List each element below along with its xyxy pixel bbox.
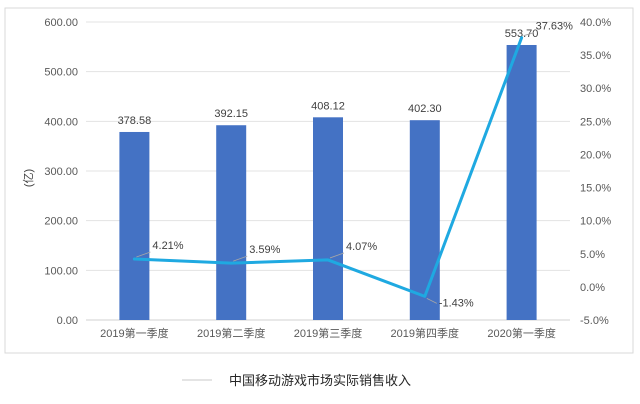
category-label: 2019第三季度 bbox=[294, 326, 362, 340]
left-tick-label: 300.00 bbox=[44, 166, 78, 178]
bar bbox=[506, 44, 537, 320]
line-value-label: 37.63% bbox=[536, 21, 574, 33]
right-tick-label: -5.0% bbox=[580, 315, 609, 327]
chart-title: 中国移动游戏市场实际销售收入 bbox=[229, 373, 411, 389]
right-tick-label: 25.0% bbox=[580, 116, 611, 128]
line-value-labels: 4.21% 3.59% 4.07% -1.43% 37.63% bbox=[136, 21, 574, 309]
category-axis-labels: 2019第一季度 2019第二季度 2019第三季度 2019第四季度 2020第一季度 bbox=[100, 326, 556, 340]
line-value-label: 4.21% bbox=[152, 240, 183, 252]
growth-line bbox=[132, 36, 524, 298]
y-axis-label: (亿) bbox=[22, 169, 35, 187]
left-tick-label: 200.00 bbox=[44, 216, 78, 228]
category-label: 2019第二季度 bbox=[197, 326, 265, 340]
left-tick-label: 400.00 bbox=[44, 116, 78, 128]
line-value-label: 4.07% bbox=[346, 241, 377, 253]
bar-value-labels: 378.58 392.15 408.12 402.30 553.70 bbox=[118, 28, 539, 127]
left-tick-label: 100.00 bbox=[44, 265, 78, 277]
bar-value-label: 392.15 bbox=[214, 108, 248, 120]
line-label-leader bbox=[426, 298, 437, 304]
right-tick-label: 5.0% bbox=[580, 249, 605, 261]
left-tick-label: 0.00 bbox=[57, 315, 78, 327]
line-value-label: -1.43% bbox=[439, 297, 474, 309]
category-label: 2019第四季度 bbox=[391, 326, 459, 340]
bar bbox=[409, 120, 440, 320]
right-tick-label: 0.0% bbox=[580, 282, 605, 294]
right-tick-label: 35.0% bbox=[580, 50, 611, 62]
category-label: 2020第一季度 bbox=[487, 326, 555, 340]
bar-value-label: 402.30 bbox=[408, 103, 442, 115]
bar-series bbox=[119, 44, 537, 320]
right-tick-label: 30.0% bbox=[580, 83, 611, 95]
left-axis-ticks: 0.00 100.00 200.00 300.00 400.00 500.00 600.00 bbox=[44, 17, 78, 327]
line-value-label: 3.59% bbox=[249, 244, 280, 256]
right-tick-label: 10.0% bbox=[580, 216, 611, 228]
bar-value-label: 408.12 bbox=[311, 100, 345, 112]
right-tick-label: 40.0% bbox=[580, 17, 611, 29]
bar-value-label: 378.58 bbox=[118, 115, 152, 127]
line-label-leader bbox=[329, 252, 345, 259]
bar-value-label: 553.70 bbox=[505, 28, 539, 40]
right-axis-ticks: -5.0% 0.0% 5.0% 10.0% 15.0% 20.0% 25.0% 30.0% 35… bbox=[580, 17, 611, 327]
right-tick-label: 15.0% bbox=[580, 183, 611, 195]
bar bbox=[313, 117, 343, 320]
left-tick-label: 600.00 bbox=[44, 17, 78, 29]
line-label-leader bbox=[136, 251, 151, 258]
bar bbox=[216, 125, 247, 320]
line-series bbox=[132, 36, 524, 298]
category-label: 2019第一季度 bbox=[100, 326, 168, 340]
chart-frame bbox=[4, 7, 634, 354]
left-tick-label: 500.00 bbox=[44, 67, 78, 79]
line-label-leader bbox=[233, 255, 248, 262]
right-tick-label: 20.0% bbox=[580, 149, 611, 161]
bar bbox=[119, 131, 150, 320]
line-label-leader bbox=[523, 32, 534, 37]
